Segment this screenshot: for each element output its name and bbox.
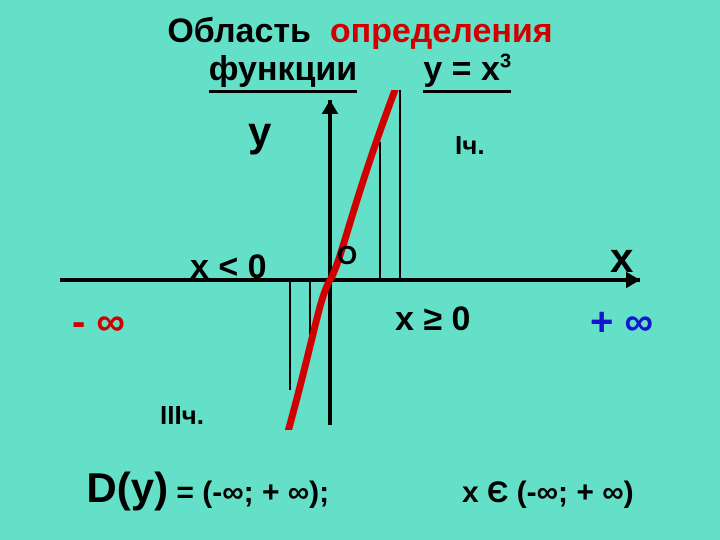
quadrant-3-label: IIIч. [160,400,204,431]
subtitle-formula-base: y = x [423,50,500,88]
positive-infinity-label: + ∞ [590,300,653,345]
subtitle-formula-exp: 3 [500,51,511,73]
x-ge-zero-label: x ≥ 0 [395,300,470,339]
subtitle-row: функции y = x3 [0,50,720,93]
domain-value: = (-∞; + ∞); [168,476,329,509]
x-less-than-zero-label: x < 0 [190,248,267,287]
subtitle-part2: y = x3 [423,50,511,93]
title-word2: определения [330,12,553,50]
x-range-expression: x Є (-∞; + ∞) [462,476,634,510]
negative-infinity-label: - ∞ [72,300,125,345]
subtitle-part1: функции [209,50,357,93]
bottom-row: D(y) = (-∞; + ∞); x Є (-∞; + ∞) [0,464,720,512]
title-row: Область определения [0,12,720,51]
y-axis-arrow [322,100,339,114]
domain-expression: D(y) = (-∞; + ∞); [86,464,329,512]
y-axis-label: y [248,108,271,156]
origin-label: O [337,240,357,271]
quadrant-1-label: Iч. [455,130,485,161]
title-word1: Область [167,12,311,50]
domain-symbol: D(y) [86,464,168,511]
x-axis-label: x [610,234,633,282]
